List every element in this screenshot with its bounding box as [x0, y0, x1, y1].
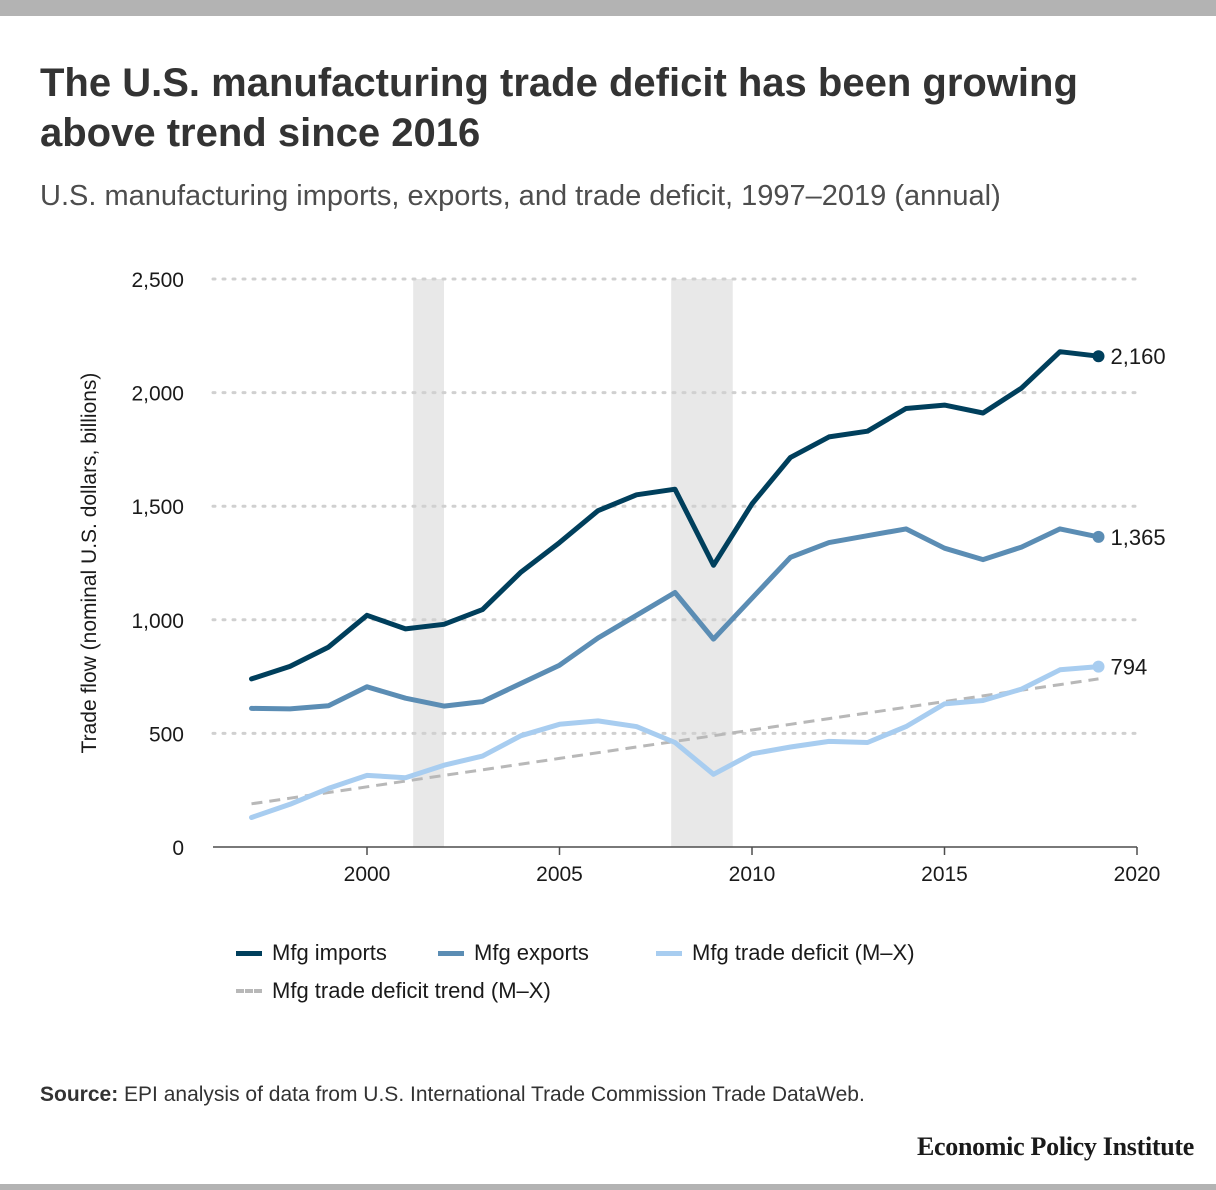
recession-band-1 [671, 279, 733, 847]
y-tick-label-3: 1,500 [131, 496, 184, 519]
y-tick-label-1: 500 [149, 723, 184, 746]
end-label-deficit: 794 [1111, 655, 1148, 680]
legend-swatch-trend [236, 989, 262, 993]
top-border-bar [0, 0, 1216, 16]
chart-title: The U.S. manufacturing trade deficit has… [40, 61, 1078, 155]
x-tick-label-0: 2000 [344, 863, 391, 886]
legend-label-deficit: Mfg trade deficit (M–X) [692, 940, 915, 965]
legend-swatch-imports [236, 950, 262, 956]
x-tick-label-1: 2005 [536, 863, 583, 886]
y-tick-label-4: 2,000 [131, 383, 184, 406]
series-line-deficit [249, 664, 1101, 820]
end-point-imports [1092, 350, 1105, 363]
source-note: Source: EPI analysis of data from U.S. I… [40, 1083, 1190, 1107]
legend-label-trend: Mfg trade deficit trend (M–X) [272, 978, 551, 1003]
legend-label-imports: Mfg imports [272, 940, 387, 965]
epi-logo: Economic Policy Institute [916, 1132, 1194, 1161]
end-label-imports: 2,160 [1111, 344, 1166, 369]
recession-band-0 [413, 279, 444, 847]
legend-item-deficit: Mfg trade deficit (M–X) [656, 940, 915, 966]
y-axis-label: Trade flow (nominal U.S. dollars, billio… [78, 373, 101, 754]
legend-item-exports: Mfg exports [438, 940, 589, 966]
end-point-exports [1092, 530, 1105, 543]
y-tick-label-0: 0 [172, 837, 184, 860]
source-label: Source: [40, 1083, 119, 1106]
y-tick-label-5: 2,500 [131, 269, 184, 292]
end-point-deficit [1092, 660, 1105, 673]
series-line-imports [249, 349, 1101, 682]
legend-item-imports: Mfg imports [236, 940, 387, 966]
end-label-exports: 1,365 [1111, 525, 1166, 550]
legend-item-trend: Mfg trade deficit trend (M–X) [236, 978, 551, 1004]
bottom-border-bar [0, 1184, 1216, 1190]
x-tick-label-3: 2015 [921, 863, 968, 886]
chart-subtitle: U.S. manufacturing imports, exports, and… [40, 180, 1001, 212]
source-text: EPI analysis of data from U.S. Internati… [124, 1083, 865, 1106]
x-tick-label-4: 2020 [1114, 863, 1161, 886]
y-tick-label-2: 1,000 [131, 610, 184, 633]
legend-swatch-deficit [656, 950, 682, 956]
legend-label-exports: Mfg exports [474, 940, 589, 965]
legend-swatch-exports [438, 950, 464, 956]
series-line-exports [249, 526, 1101, 712]
x-tick-label-2: 2010 [729, 863, 776, 886]
